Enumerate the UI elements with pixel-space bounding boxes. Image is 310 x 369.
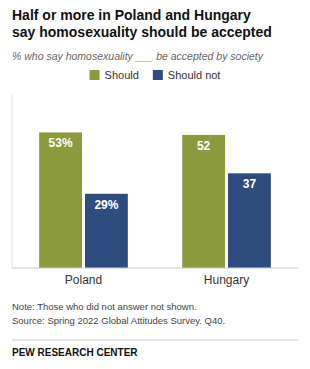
title: Half or more in Poland and Hungarysay ho… — [12, 7, 272, 40]
note: Note: Those who did not answer not shown… — [12, 301, 197, 312]
y-axis — [12, 94, 13, 268]
legend: Should Should not — [90, 69, 221, 81]
bar — [182, 135, 225, 268]
footer: PEW RESEARCH CENTER — [12, 347, 138, 358]
x-tick-label: Poland — [65, 273, 102, 287]
x-axis — [12, 268, 298, 269]
title-line: Half or more in Poland and Hungary — [12, 7, 251, 23]
data-label: 53% — [49, 136, 73, 150]
legend-swatch — [153, 70, 163, 80]
subtitle: % who say homosexuality ___ be accepted … — [12, 50, 264, 62]
data-label: 52 — [197, 139, 211, 153]
bars — [39, 132, 271, 268]
legend-label: Should not — [168, 69, 221, 81]
background — [0, 0, 310, 369]
x-tick-label: Hungary — [204, 273, 249, 287]
data-label: 29% — [94, 198, 118, 212]
bar — [85, 194, 128, 268]
legend-swatch — [90, 70, 100, 80]
data-labels: 53% 29% 52 37 — [49, 136, 257, 211]
legend-label: Should — [105, 69, 139, 81]
note: Source: Spring 2022 Global Attitudes Sur… — [12, 315, 225, 326]
bar — [228, 173, 271, 268]
separator — [12, 340, 298, 341]
title-line: say homosexuality should be accepted — [12, 24, 272, 40]
data-label: 37 — [243, 177, 257, 191]
bar — [39, 132, 82, 268]
chart: Half or more in Poland and Hungarysay ho… — [0, 0, 310, 369]
